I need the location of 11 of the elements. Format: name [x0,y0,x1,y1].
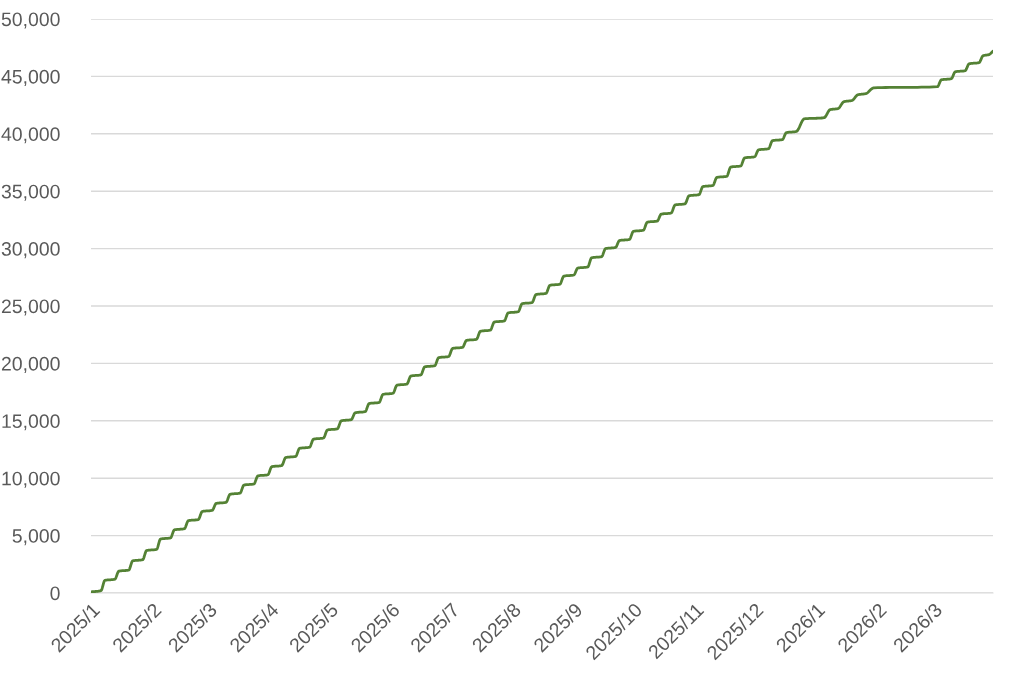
y-tick-label: 10,000 [2,471,60,488]
y-tick-label: 35,000 [1,184,60,201]
y-tick-label: 50,000 [1,12,60,29]
y-tick-label: 30,000 [1,242,60,259]
y-tick-label: 45,000 [1,69,60,86]
y-tick-label: 5,000 [12,529,60,546]
y-tick-label: 25,000 [1,299,60,316]
y-tick-label: 0 [50,586,60,601]
y-tick-label: 40,000 [1,127,60,144]
y-tick-label: 20,000 [1,356,60,373]
y-tick-label: 15,000 [2,414,60,431]
